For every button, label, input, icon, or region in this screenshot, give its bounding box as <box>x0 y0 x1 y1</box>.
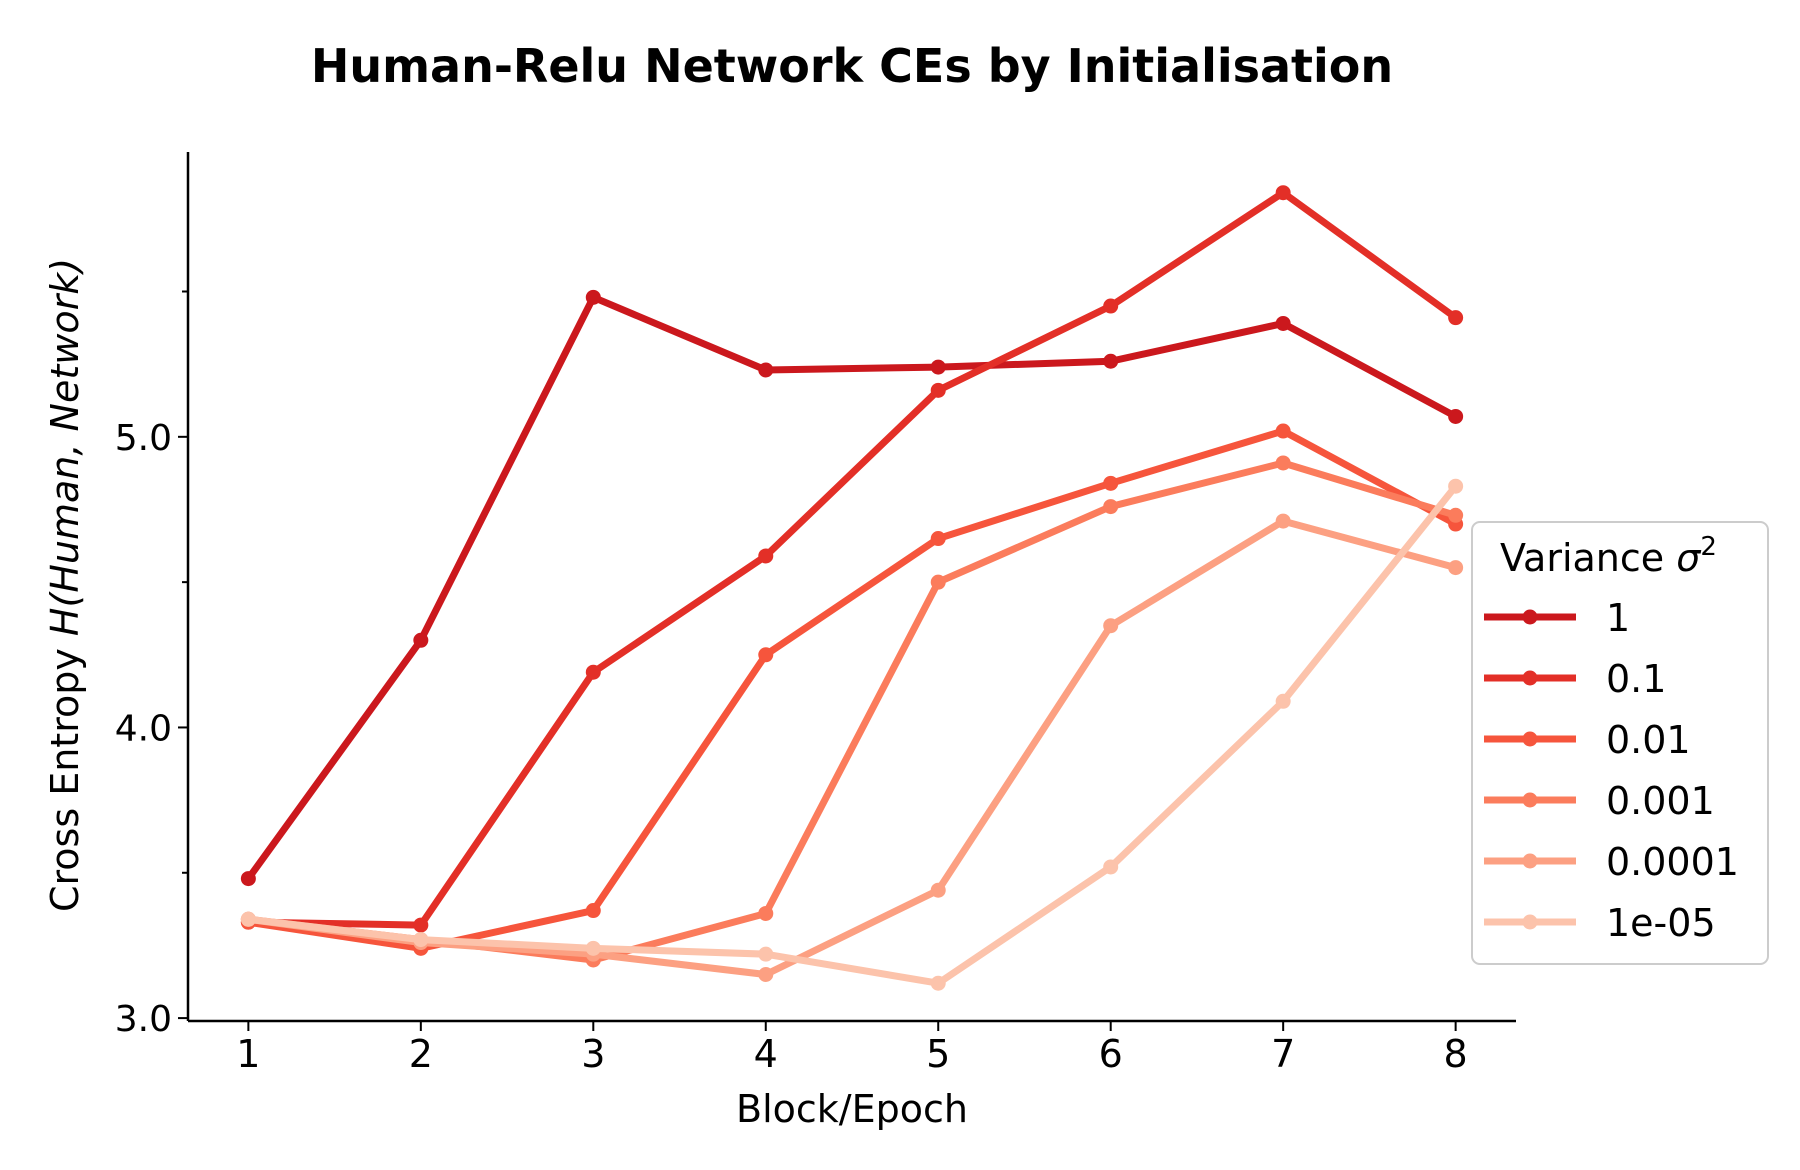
data-point <box>413 932 429 948</box>
data-point <box>413 632 429 648</box>
data-point <box>758 966 774 982</box>
plot-area <box>240 185 1464 991</box>
data-point <box>1448 408 1464 424</box>
data-point <box>930 531 946 547</box>
y-axis-label-text: Cross Entropy <box>43 636 87 912</box>
data-point <box>1103 618 1119 634</box>
series-line <box>244 189 1460 929</box>
x-tick-label: 8 <box>1444 1032 1468 1076</box>
legend-marker <box>1522 609 1538 625</box>
x-ticks: 1 2 3 4 5 6 7 8 <box>236 1021 1468 1076</box>
y-tick-label: 5.0 <box>115 418 172 459</box>
legend-label: 1e-05 <box>1606 901 1716 945</box>
data-point <box>758 548 774 564</box>
data-point <box>930 382 946 398</box>
legend-marker <box>1522 731 1538 747</box>
data-point <box>1448 560 1464 576</box>
legend-items: 1 0.1 0.01 0.001 0.0001 1e-05 <box>1484 596 1739 945</box>
legend-label: 0.0001 <box>1606 840 1739 884</box>
x-tick-label: 5 <box>926 1032 950 1076</box>
data-point <box>1275 423 1291 439</box>
legend-marker <box>1522 670 1538 686</box>
data-point <box>585 289 601 305</box>
data-point <box>930 359 946 375</box>
x-axis-label: Block/Epoch <box>736 1087 968 1131</box>
data-point <box>1275 693 1291 709</box>
y-axis-label: Cross Entropy H(Human, Network) <box>43 258 87 912</box>
data-point <box>585 903 601 919</box>
legend-marker <box>1522 914 1538 930</box>
legend-item: 0.001 <box>1484 779 1715 823</box>
legend-item: 0.0001 <box>1484 840 1739 884</box>
data-point <box>1275 315 1291 331</box>
data-point <box>413 917 429 933</box>
data-point <box>585 664 601 680</box>
data-point <box>1103 859 1119 875</box>
x-tick-label: 2 <box>409 1032 433 1076</box>
series-0.001 <box>240 455 1464 968</box>
series-1e-05 <box>240 478 1464 991</box>
chart-title: Human-Relu Network CEs by Initialisation <box>311 39 1393 93</box>
series-0.01 <box>240 423 1464 956</box>
legend-marker <box>1522 853 1538 869</box>
data-point <box>1448 507 1464 523</box>
data-point <box>758 362 774 378</box>
legend-label: 0.1 <box>1606 657 1666 701</box>
legend-item: 0.01 <box>1484 718 1691 762</box>
y-tick-label: 3.0 <box>115 999 172 1040</box>
legend-label: 0.001 <box>1606 779 1715 823</box>
data-point <box>1275 185 1291 201</box>
data-point <box>1103 499 1119 515</box>
y-tick-label: 4.0 <box>115 708 172 749</box>
legend-frame <box>1471 521 1769 965</box>
x-tick-label: 6 <box>1099 1032 1123 1076</box>
data-point <box>585 940 601 956</box>
data-point <box>240 911 256 927</box>
legend-item: 1e-05 <box>1484 901 1716 945</box>
legend-item: 0.1 <box>1484 657 1666 701</box>
data-point <box>1103 298 1119 314</box>
legend-item: 1 <box>1484 596 1630 640</box>
data-point <box>930 975 946 991</box>
data-point <box>1103 475 1119 491</box>
x-tick-label: 3 <box>581 1032 605 1076</box>
series-line <box>244 293 1460 883</box>
series-line <box>244 482 1460 987</box>
data-point <box>930 882 946 898</box>
x-tick-label: 1 <box>236 1032 260 1076</box>
legend-label: 1 <box>1606 596 1630 640</box>
legend-title-text: Variance <box>1500 536 1676 580</box>
series-line <box>244 427 1460 952</box>
legend-title-symbol: σ <box>1676 536 1702 580</box>
legend-label: 0.01 <box>1606 718 1691 762</box>
data-point <box>758 647 774 663</box>
y-axis-label-math: H(Human, Network) <box>43 258 87 636</box>
data-point <box>1103 353 1119 369</box>
data-point <box>758 946 774 962</box>
data-point <box>1448 310 1464 326</box>
x-tick-label: 4 <box>754 1032 778 1076</box>
y-ticks: 3.0 4.0 5.0 <box>115 290 188 1040</box>
series-1 <box>240 289 1464 887</box>
data-point <box>758 905 774 921</box>
data-point <box>1448 478 1464 494</box>
x-tick-label: 7 <box>1271 1032 1295 1076</box>
data-point <box>1275 513 1291 529</box>
legend-title-exponent: 2 <box>1700 532 1717 562</box>
legend: Variance σ2 1 0.1 0.01 0.001 0.0001 1e-05 <box>1471 521 1769 965</box>
legend-marker <box>1522 792 1538 808</box>
data-point <box>930 574 946 590</box>
data-point <box>1275 455 1291 471</box>
legend-title: Variance σ2 <box>1500 532 1717 580</box>
series-0.1 <box>240 185 1464 933</box>
data-point <box>240 871 256 887</box>
